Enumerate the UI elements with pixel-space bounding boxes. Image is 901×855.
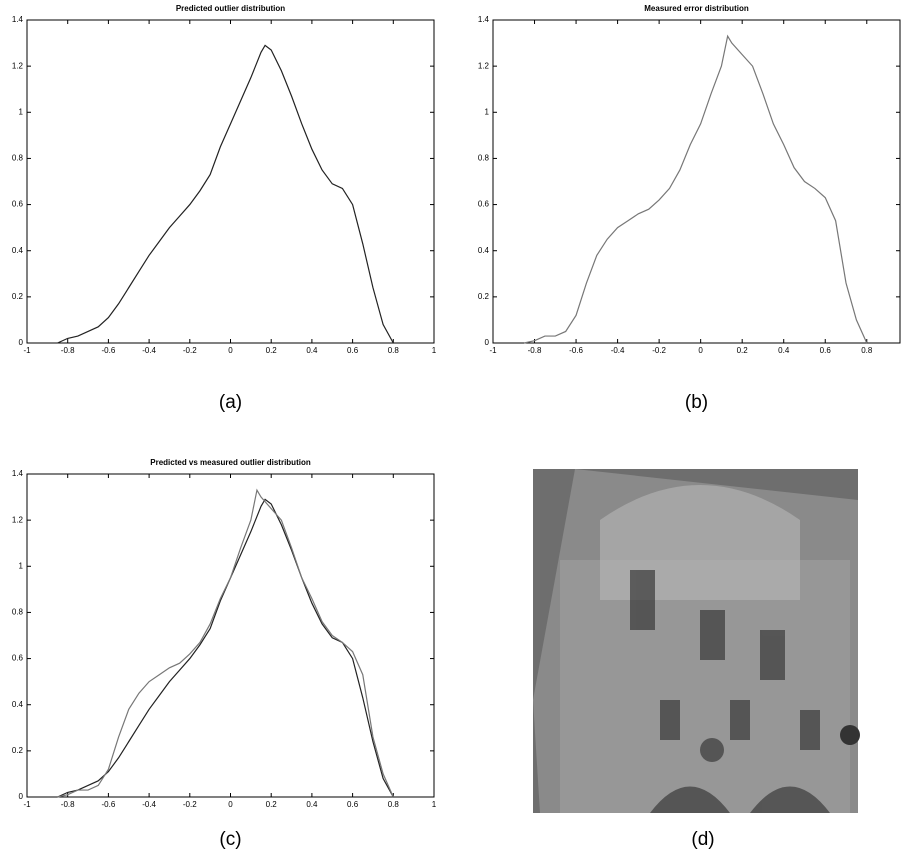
y-tick-label: 1.4 xyxy=(12,15,24,24)
x-tick-label: 0.8 xyxy=(388,346,400,355)
y-tick-label: 0.4 xyxy=(12,246,24,255)
caption: (b) xyxy=(685,392,708,413)
y-tick-label: 1.4 xyxy=(12,469,24,478)
chart-title: Measured error distribution xyxy=(644,4,749,13)
y-tick-label: 1.4 xyxy=(478,15,490,24)
y-tick-label: 1 xyxy=(19,561,24,570)
y-tick-label: 0.4 xyxy=(478,246,490,255)
plot-frame xyxy=(492,19,901,344)
x-tick-label: 0.8 xyxy=(388,800,400,809)
x-tick-label: -0.4 xyxy=(142,346,156,355)
y-tick-label: 0.6 xyxy=(12,200,24,209)
y-tick-label: 0.6 xyxy=(478,200,490,209)
x-tick-label: 0.4 xyxy=(778,346,790,355)
x-tick-label: -0.2 xyxy=(183,800,197,809)
plot-frame xyxy=(26,19,435,344)
x-tick-label: -1 xyxy=(23,346,31,355)
y-tick-label: 0.8 xyxy=(12,154,24,163)
chart-title: Predicted outlier distribution xyxy=(176,4,285,13)
y-tick-label: 0.8 xyxy=(478,154,490,163)
x-tick-label: 0.2 xyxy=(266,800,278,809)
y-tick-label: 0 xyxy=(19,792,24,801)
x-tick-label: 0.2 xyxy=(266,346,278,355)
y-tick-label: 0.2 xyxy=(12,292,24,301)
y-tick-label: 1.2 xyxy=(478,61,490,70)
caption: (a) xyxy=(219,392,242,413)
data-line xyxy=(57,498,394,798)
y-tick-label: 0.6 xyxy=(12,654,24,663)
y-tick-label: 1.2 xyxy=(12,61,24,70)
y-tick-label: 0.2 xyxy=(12,746,24,755)
plot-frame xyxy=(26,473,435,798)
caption: (d) xyxy=(691,829,714,850)
data-line xyxy=(57,44,394,344)
data-line xyxy=(524,34,868,344)
x-tick-label: -0.2 xyxy=(183,346,197,355)
x-tick-label: 0 xyxy=(228,800,233,809)
data-line xyxy=(57,488,394,798)
x-tick-label: 0.2 xyxy=(737,346,749,355)
x-tick-label: -1 xyxy=(489,346,497,355)
x-tick-label: 0 xyxy=(698,346,703,355)
x-tick-label: 1 xyxy=(432,346,437,355)
x-tick-label: -0.4 xyxy=(142,800,156,809)
y-tick-label: 0.4 xyxy=(12,700,24,709)
x-tick-label: -0.8 xyxy=(61,346,75,355)
x-tick-label: 0.4 xyxy=(306,800,318,809)
chart-title: Predicted vs measured outlier distributi… xyxy=(150,458,311,467)
y-tick-label: 0.2 xyxy=(478,292,490,301)
caption: (c) xyxy=(219,829,241,850)
photo xyxy=(533,469,860,813)
x-tick-label: -0.6 xyxy=(102,346,116,355)
x-tick-label: -0.4 xyxy=(611,346,625,355)
y-tick-label: 0.8 xyxy=(12,608,24,617)
y-tick-label: 1 xyxy=(485,107,490,116)
x-tick-label: 0.6 xyxy=(347,346,359,355)
x-tick-label: -1 xyxy=(23,800,31,809)
y-tick-label: 0 xyxy=(19,338,24,347)
x-tick-label: -0.2 xyxy=(652,346,666,355)
x-tick-label: -0.8 xyxy=(528,346,542,355)
x-tick-label: 0.6 xyxy=(347,800,359,809)
y-tick-label: 1 xyxy=(19,107,24,116)
y-tick-label: 0 xyxy=(485,338,490,347)
x-tick-label: -0.8 xyxy=(61,800,75,809)
x-tick-label: -0.6 xyxy=(569,346,583,355)
x-tick-label: -0.6 xyxy=(102,800,116,809)
x-tick-label: 1 xyxy=(432,800,437,809)
x-tick-label: 0.8 xyxy=(861,346,873,355)
x-tick-label: 0 xyxy=(228,346,233,355)
y-tick-label: 1.2 xyxy=(12,515,24,524)
x-tick-label: 0.4 xyxy=(306,346,318,355)
x-tick-label: 0.6 xyxy=(820,346,832,355)
